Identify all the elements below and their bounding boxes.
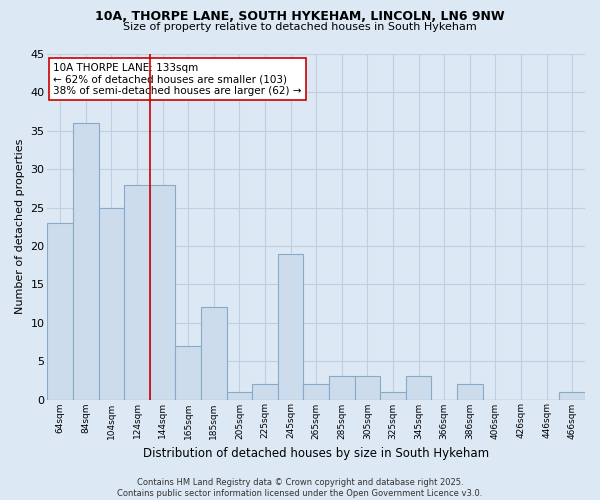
Y-axis label: Number of detached properties: Number of detached properties <box>15 139 25 314</box>
Bar <box>201 308 227 400</box>
Bar <box>355 376 380 400</box>
Text: Contains HM Land Registry data © Crown copyright and database right 2025.
Contai: Contains HM Land Registry data © Crown c… <box>118 478 482 498</box>
Bar <box>47 223 73 400</box>
Bar <box>380 392 406 400</box>
Bar <box>406 376 431 400</box>
Bar <box>457 384 482 400</box>
Bar <box>175 346 201 400</box>
Bar <box>304 384 329 400</box>
Bar <box>98 208 124 400</box>
Text: 10A, THORPE LANE, SOUTH HYKEHAM, LINCOLN, LN6 9NW: 10A, THORPE LANE, SOUTH HYKEHAM, LINCOLN… <box>95 10 505 23</box>
Bar <box>278 254 304 400</box>
Bar <box>559 392 585 400</box>
Bar <box>73 123 98 400</box>
Text: Size of property relative to detached houses in South Hykeham: Size of property relative to detached ho… <box>123 22 477 32</box>
Bar <box>252 384 278 400</box>
Bar <box>124 184 150 400</box>
Text: 10A THORPE LANE: 133sqm
← 62% of detached houses are smaller (103)
38% of semi-d: 10A THORPE LANE: 133sqm ← 62% of detache… <box>53 62 301 96</box>
Bar <box>227 392 252 400</box>
Bar <box>150 184 175 400</box>
Bar <box>329 376 355 400</box>
X-axis label: Distribution of detached houses by size in South Hykeham: Distribution of detached houses by size … <box>143 447 489 460</box>
